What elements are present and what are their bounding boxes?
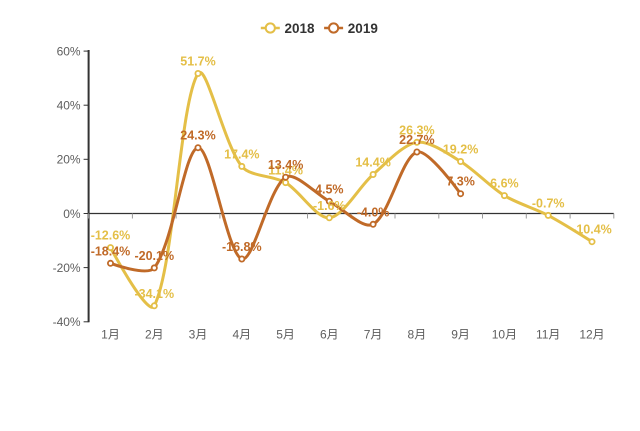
svg-text:10月: 10月	[492, 328, 517, 342]
svg-text:3月: 3月	[189, 328, 208, 342]
svg-text:20%: 20%	[57, 153, 81, 167]
svg-text:17.4%: 17.4%	[224, 147, 259, 161]
svg-text:7.3%: 7.3%	[446, 175, 475, 189]
svg-text:6月: 6月	[320, 328, 339, 342]
svg-text:22.7%: 22.7%	[399, 133, 434, 147]
svg-text:51.7%: 51.7%	[180, 55, 215, 69]
svg-text:4月: 4月	[232, 328, 251, 342]
svg-text:11月: 11月	[536, 328, 560, 342]
svg-text:7月: 7月	[364, 328, 383, 342]
svg-text:-4.0%: -4.0%	[357, 205, 390, 219]
svg-text:-0.7%: -0.7%	[532, 196, 565, 210]
svg-text:9月: 9月	[451, 328, 470, 342]
svg-text:1月: 1月	[101, 328, 120, 342]
svg-text:4.5%: 4.5%	[315, 182, 344, 196]
svg-text:-18.4%: -18.4%	[91, 244, 131, 258]
svg-text:8月: 8月	[408, 328, 427, 342]
svg-text:-34.1%: -34.1%	[134, 287, 174, 301]
svg-text:13.4%: 13.4%	[268, 158, 303, 172]
svg-text:2月: 2月	[145, 328, 164, 342]
svg-text:6.6%: 6.6%	[490, 177, 519, 191]
svg-text:-40%: -40%	[53, 315, 81, 329]
svg-text:-20%: -20%	[53, 261, 81, 275]
svg-text:2019: 2019	[348, 21, 378, 36]
svg-text:-20.1%: -20.1%	[134, 249, 174, 263]
svg-text:12月: 12月	[579, 328, 604, 342]
svg-text:19.2%: 19.2%	[443, 143, 478, 157]
svg-text:-16.8%: -16.8%	[222, 240, 262, 254]
svg-text:-12.6%: -12.6%	[91, 229, 131, 243]
svg-text:5月: 5月	[276, 328, 295, 342]
svg-text:-10.4%: -10.4%	[572, 223, 612, 237]
svg-text:14.4%: 14.4%	[355, 156, 390, 170]
svg-text:60%: 60%	[57, 44, 81, 58]
svg-text:-1.6%: -1.6%	[313, 199, 346, 213]
svg-text:11.4%: 11.4%	[268, 164, 303, 178]
svg-text:40%: 40%	[57, 99, 81, 113]
svg-text:2018: 2018	[285, 21, 316, 36]
svg-text:26.3%: 26.3%	[399, 123, 434, 137]
svg-text:0%: 0%	[63, 207, 81, 221]
svg-text:24.3%: 24.3%	[180, 129, 215, 143]
